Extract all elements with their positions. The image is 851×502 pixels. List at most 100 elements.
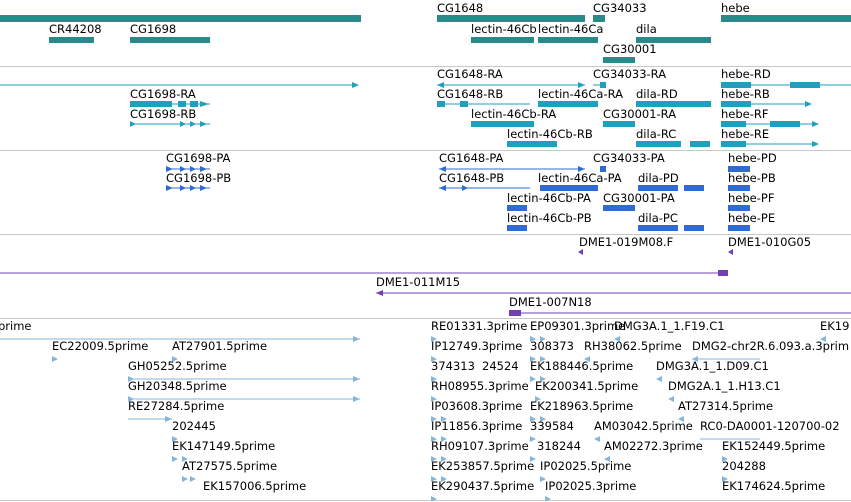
bac-glyphs	[0, 249, 851, 316]
gene-label-cg1698: CG1698	[130, 22, 177, 36]
protein-label-dila-pc: dila-PC	[638, 211, 678, 225]
est-label: EC22009.5prime	[52, 339, 149, 353]
est-label: GH20348.5prime	[128, 379, 227, 393]
est-label: EK290437.5prime	[431, 479, 535, 493]
protein-glyphs	[166, 166, 750, 231]
est-label: AM02272.3prime	[604, 439, 703, 453]
est-label: RC0-DA0001-120700-02	[700, 419, 840, 433]
est-label: EK218963.5prime	[530, 399, 634, 413]
est-label: 318244	[537, 439, 581, 453]
mrna-label-cg1648-ra: CG1648-RA	[437, 67, 503, 81]
est-label: AT27901.5prime	[172, 339, 268, 353]
track-divider-mrna	[0, 66, 851, 67]
est-label: RE01331.3prime	[431, 319, 528, 333]
est-label: 308373	[530, 339, 574, 353]
mrna-label-hebe-rd: hebe-RD	[721, 67, 771, 81]
protein-label-lectin46cb-pb: lectin-46Cb-PB	[507, 211, 592, 225]
gene-feature-hebe[interactable]	[721, 15, 851, 22]
gene-label-lectin46cb: lectin-46Cb	[471, 22, 537, 36]
est-label: AT27314.5prime	[678, 399, 774, 413]
protein-label-cg1698-pa: CG1698-PA	[166, 151, 231, 165]
mrna-label-cg1698-ra: CG1698-RA	[130, 87, 196, 101]
est-label: IP11856.3prime	[431, 419, 523, 433]
mrna-glyphs	[0, 82, 851, 147]
est-label: 24524	[482, 359, 519, 373]
mrna-label-dila-rc: dila-RC	[636, 127, 677, 141]
mrna-label-lectin46cb-ra: lectin-46Cb-RA	[471, 107, 557, 121]
est-label: IP02025.3prime	[545, 479, 637, 493]
mrna-label-lectin46cb-rb: lectin-46Cb-RB	[507, 127, 593, 141]
mrna-label-hebe-rf: hebe-RF	[721, 107, 769, 121]
gene-feature-cr44208[interactable]	[49, 37, 94, 43]
gene-feature-dila[interactable]	[636, 37, 711, 43]
protein-label-dila-pd: dila-PD	[638, 171, 679, 185]
gene-feature-cg1698[interactable]	[130, 37, 210, 43]
est-label: DMG3A.1_1.F19.C1	[614, 319, 725, 333]
gene-feature-cg34033[interactable]	[593, 15, 605, 22]
est-label: RH38062.5prime	[584, 339, 682, 353]
est-label-prime: prime	[0, 319, 32, 333]
gene-feature-left[interactable]	[0, 15, 361, 22]
est-label: EK253857.5prime	[431, 459, 535, 473]
est-label: AT27575.5prime	[182, 459, 278, 473]
protein-label-lectin46cb-pa: lectin-46Cb-PA	[507, 191, 591, 205]
gene-feature-cg30001[interactable]	[603, 57, 635, 63]
bac-label-dme1-010g05: DME1-010G05	[728, 235, 812, 249]
mrna-label-hebe-re: hebe-RE	[721, 127, 770, 141]
track-divider-protein	[0, 150, 851, 151]
mrna-label-lectin46ca-ra: lectin-46Ca-RA	[538, 87, 623, 101]
mrna-label-hebe-rb: hebe-RB	[721, 87, 770, 101]
est-label: EK157006.5prime	[203, 479, 307, 493]
gene-feature-cg1648[interactable]	[437, 15, 585, 22]
gene-label-cr44208: CR44208	[49, 22, 102, 36]
est-label: EK147149.5prime	[172, 439, 276, 453]
protein-label-cg1698-pb: CG1698-PB	[166, 171, 232, 185]
est-label: EP09301.3prime	[530, 319, 626, 333]
bac-label-dme1-011m15: DME1-011M15	[376, 275, 461, 289]
protein-label-hebe-pe: hebe-PE	[728, 211, 776, 225]
est-label: GH05252.5prime	[128, 359, 227, 373]
gene-label-cg30001: CG30001	[603, 42, 657, 56]
track-divider-est	[0, 318, 851, 319]
protein-label-hebe-pf: hebe-PF	[728, 191, 775, 205]
gene-feature-lectin46cb[interactable]	[471, 37, 534, 43]
est-label: DMG3A.1_1.D09.C1	[656, 359, 769, 373]
est-label: RH08955.3prime	[431, 379, 529, 393]
est-glyphs	[0, 336, 826, 501]
mrna-label-cg30001-ra: CG30001-RA	[603, 107, 677, 121]
est-label: EK152449.5prime	[722, 439, 826, 453]
est-label: EK200341.5prime	[535, 379, 639, 393]
bac-label-dme1-007n18: DME1-007N18	[509, 295, 592, 309]
est-label: DMG2A.1_1.H13.C1	[668, 379, 781, 393]
est-label: 374313	[431, 359, 475, 373]
protein-label-lectin46ca-pa: lectin-46Ca-PA	[538, 171, 622, 185]
est-label: 202445	[172, 419, 216, 433]
mrna-label-dila-rd: dila-RD	[636, 87, 678, 101]
est-label: RE27284.5prime	[128, 399, 225, 413]
est-label: RH09107.3prime	[431, 439, 529, 453]
track-divider-bac	[0, 234, 851, 235]
mrna-label-cg34033-ra: CG34033-RA	[593, 67, 667, 81]
est-label: EK19	[820, 319, 850, 333]
track-divider-bottom	[0, 500, 851, 501]
est-label: IP12749.3prime	[431, 339, 523, 353]
gene-label-hebe: hebe	[721, 1, 750, 15]
est-label: EK174624.5prime	[722, 479, 826, 493]
est-label: EK188446.5prime	[530, 359, 634, 373]
est-label: 339584	[530, 419, 574, 433]
est-label: IP03608.3prime	[431, 399, 523, 413]
gene-feature-lectin46ca[interactable]	[538, 37, 598, 43]
protein-label-cg1648-pa: CG1648-PA	[439, 151, 504, 165]
est-label: AM03042.5prime	[594, 419, 693, 433]
est-label: 204288	[722, 459, 766, 473]
gene-label-cg1648: CG1648	[437, 1, 484, 15]
bac-label-dme1-019m08: DME1-019M08.F	[579, 235, 674, 249]
gene-label-dila: dila	[636, 22, 657, 36]
protein-label-hebe-pd: hebe-PD	[728, 151, 777, 165]
protein-label-cg1648-pb: CG1648-PB	[439, 171, 505, 185]
gene-label-lectin46ca: lectin-46Ca	[538, 22, 604, 36]
est-label: DMG2-chr2R.6.093.a.3prim	[692, 339, 850, 353]
protein-label-hebe-pb: hebe-PB	[728, 171, 776, 185]
protein-label-cg30001-pa: CG30001-PA	[603, 191, 675, 205]
